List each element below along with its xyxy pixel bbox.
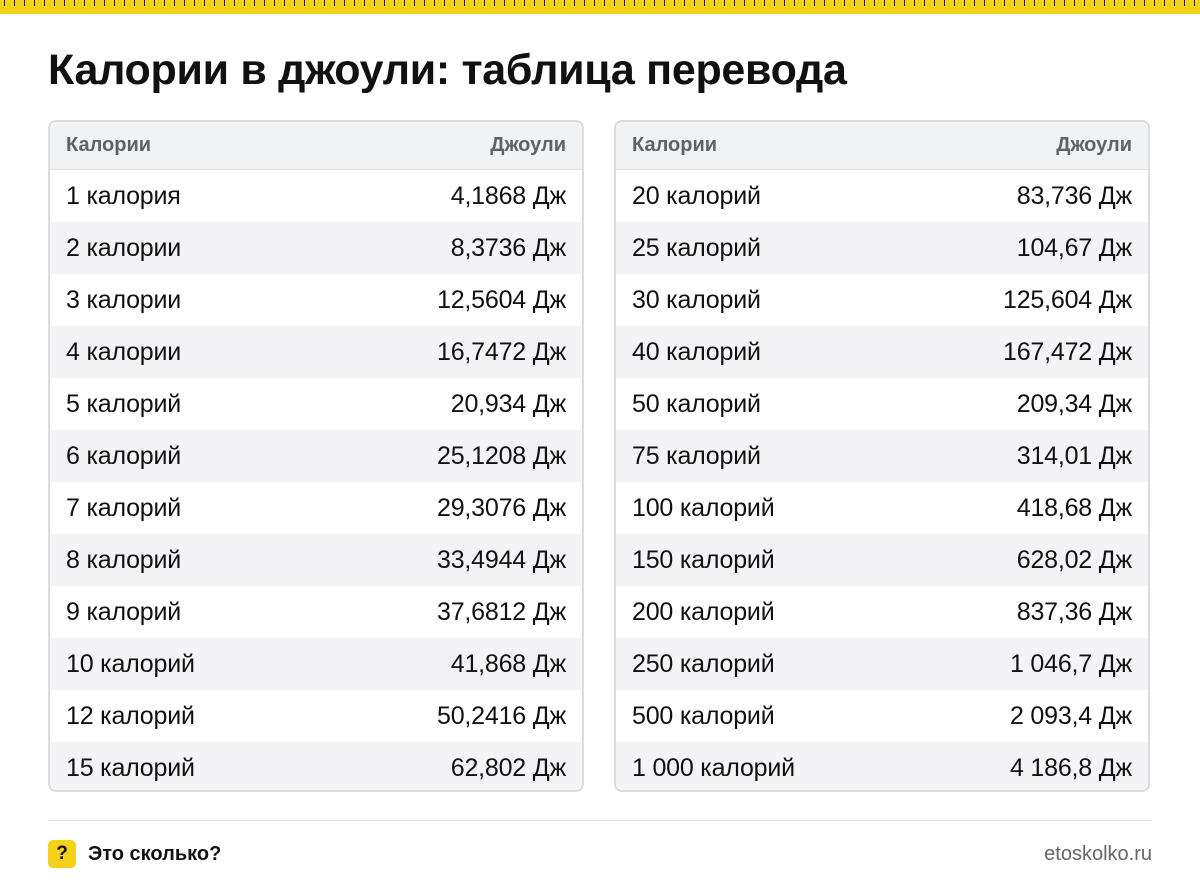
joules-cell: 8,3736 Дж bbox=[450, 233, 566, 262]
calories-cell: 10 калорий bbox=[66, 649, 195, 678]
calories-cell: 50 калорий bbox=[632, 389, 761, 418]
conversion-table-right: Калории Джоули 20 калорий 83,736 Дж 25 ка… bbox=[614, 120, 1150, 792]
joules-cell: 104,67 Дж bbox=[1016, 233, 1132, 262]
calories-cell: 15 калорий bbox=[66, 753, 195, 782]
calories-cell: 3 калории bbox=[66, 285, 182, 314]
joules-cell: 50,2416 Дж bbox=[437, 701, 566, 730]
table-row: 7 калорий 29,3076 Дж bbox=[50, 482, 582, 534]
table-row: 150 калорий 628,02 Дж bbox=[616, 534, 1148, 586]
calories-cell: 1 000 калорий bbox=[632, 753, 795, 782]
calories-cell: 2 калории bbox=[66, 233, 182, 262]
table-row: 50 калорий 209,34 Дж bbox=[616, 378, 1148, 430]
column-header-joules: Джоули bbox=[490, 134, 566, 156]
table-row: 40 калорий 167,472 Дж bbox=[616, 326, 1148, 378]
table-row: 3 калории 12,5604 Дж bbox=[50, 274, 582, 326]
calories-cell: 1 калория bbox=[66, 181, 181, 210]
joules-cell: 2 093,4 Дж bbox=[1009, 701, 1132, 730]
table-row: 1 калория 4,1868 Дж bbox=[50, 170, 582, 222]
table-header: Калории Джоули bbox=[50, 122, 582, 170]
joules-cell: 1 046,7 Дж bbox=[1009, 649, 1132, 678]
table-row: 20 калорий 83,736 Дж bbox=[616, 170, 1148, 222]
calories-cell: 4 калории bbox=[66, 337, 182, 366]
calories-cell: 12 калорий bbox=[66, 701, 195, 730]
table-row: 12 калорий 50,2416 Дж bbox=[50, 690, 582, 742]
calories-cell: 200 калорий bbox=[632, 597, 775, 626]
calories-cell: 30 калорий bbox=[632, 285, 761, 314]
table-row: 8 калорий 33,4944 Дж bbox=[50, 534, 582, 586]
calories-cell: 250 калорий bbox=[632, 649, 775, 678]
page-title: Калории в джоули: таблица перевода bbox=[48, 46, 847, 94]
joules-cell: 62,802 Дж bbox=[450, 753, 566, 782]
table-row: 75 калорий 314,01 Дж bbox=[616, 430, 1148, 482]
question-mark-icon: ? bbox=[48, 840, 76, 868]
table-row: 15 калорий 62,802 Дж bbox=[50, 742, 582, 790]
calories-cell: 150 калорий bbox=[632, 545, 775, 574]
table-row: 25 калорий 104,67 Дж bbox=[616, 222, 1148, 274]
calories-cell: 8 калорий bbox=[66, 545, 182, 574]
table-row: 30 калорий 125,604 Дж bbox=[616, 274, 1148, 326]
calories-cell: 9 калорий bbox=[66, 597, 182, 626]
joules-cell: 314,01 Дж bbox=[1016, 441, 1132, 470]
calories-cell: 75 калорий bbox=[632, 441, 761, 470]
calories-cell: 7 калорий bbox=[66, 493, 182, 522]
footer-divider bbox=[48, 820, 1152, 821]
table-row: 1 000 калорий 4 186,8 Дж bbox=[616, 742, 1148, 790]
ruler-decoration bbox=[0, 0, 1200, 14]
joules-cell: 29,3076 Дж bbox=[437, 493, 566, 522]
table-row: 9 калорий 37,6812 Дж bbox=[50, 586, 582, 638]
column-header-calories: Калории bbox=[66, 134, 152, 156]
column-header-calories: Калории bbox=[632, 134, 718, 156]
table-row: 200 калорий 837,36 Дж bbox=[616, 586, 1148, 638]
calories-cell: 40 калорий bbox=[632, 337, 761, 366]
joules-cell: 25,1208 Дж bbox=[437, 441, 566, 470]
joules-cell: 83,736 Дж bbox=[1016, 181, 1132, 210]
calories-cell: 500 калорий bbox=[632, 701, 775, 730]
calories-cell: 100 калорий bbox=[632, 493, 775, 522]
joules-cell: 209,34 Дж bbox=[1016, 389, 1132, 418]
joules-cell: 837,36 Дж bbox=[1016, 597, 1132, 626]
table-row: 5 калорий 20,934 Дж bbox=[50, 378, 582, 430]
joules-cell: 4,1868 Дж bbox=[450, 181, 566, 210]
joules-cell: 37,6812 Дж bbox=[437, 597, 566, 626]
site-url: etoskolko.ru bbox=[1044, 843, 1152, 865]
joules-cell: 167,472 Дж bbox=[1003, 337, 1132, 366]
brand-name: Это сколько? bbox=[88, 843, 222, 865]
calories-cell: 20 калорий bbox=[632, 181, 761, 210]
joules-cell: 628,02 Дж bbox=[1016, 545, 1132, 574]
joules-cell: 4 186,8 Дж bbox=[1009, 753, 1132, 782]
table-row: 10 калорий 41,868 Дж bbox=[50, 638, 582, 690]
table-header: Калории Джоули bbox=[616, 122, 1148, 170]
calories-cell: 5 калорий bbox=[66, 389, 182, 418]
table-row: 4 калории 16,7472 Дж bbox=[50, 326, 582, 378]
joules-cell: 418,68 Дж bbox=[1016, 493, 1132, 522]
joules-cell: 125,604 Дж bbox=[1003, 285, 1132, 314]
joules-cell: 33,4944 Дж bbox=[437, 545, 566, 574]
table-row: 100 калорий 418,68 Дж bbox=[616, 482, 1148, 534]
table-row: 250 калорий 1 046,7 Дж bbox=[616, 638, 1148, 690]
table-row: 6 калорий 25,1208 Дж bbox=[50, 430, 582, 482]
table-row: 500 калорий 2 093,4 Дж bbox=[616, 690, 1148, 742]
column-header-joules: Джоули bbox=[1056, 134, 1132, 156]
table-row: 2 калории 8,3736 Дж bbox=[50, 222, 582, 274]
joules-cell: 41,868 Дж bbox=[450, 649, 566, 678]
joules-cell: 20,934 Дж bbox=[450, 389, 566, 418]
joules-cell: 16,7472 Дж bbox=[437, 337, 566, 366]
calories-cell: 25 калорий bbox=[632, 233, 761, 262]
joules-cell: 12,5604 Дж bbox=[437, 285, 566, 314]
calories-cell: 6 калорий bbox=[66, 441, 182, 470]
conversion-table-left: Калории Джоули 1 калория 4,1868 Дж 2 кало… bbox=[48, 120, 584, 792]
